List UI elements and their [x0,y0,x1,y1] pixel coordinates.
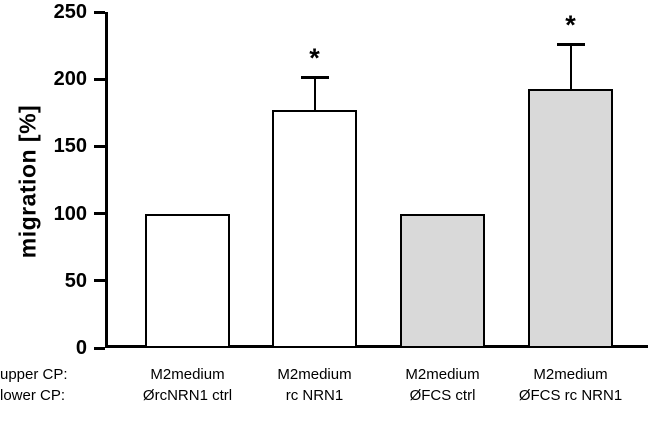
y-axis-line [105,12,108,348]
bar-2 [272,110,357,348]
x-axis-labels: upper CP: lower CP: M2medium ØrcNRN1 ctrl… [0,364,650,412]
axis-row-labels: upper CP: lower CP: [0,364,70,406]
category-label-4: M2medium ØFCS rc NRN1 [506,364,636,406]
y-tick-mark [94,10,105,14]
plot-area: 0 50 100 150 200 250 * * [54,1,648,359]
y-tick-mark [94,346,105,350]
y-tick-label: 0 [75,337,87,359]
category-label-2: M2medium rc NRN1 [250,364,380,406]
bar-4 [528,88,613,348]
error-bar-cap [300,75,329,79]
significance-asterisk: * [565,10,576,41]
upper-cp-row-label: upper CP: [0,366,68,383]
error-bar-cap [556,43,585,47]
category-upper-cp: M2medium [150,366,225,383]
lower-cp-row-label: lower CP: [0,387,66,404]
y-tick-label: 150 [53,135,87,158]
y-tick-mark [94,212,105,216]
y-tick-label: 50 [64,269,87,292]
bar-1 [145,213,230,348]
y-axis-title: migration [%] [14,104,41,259]
bar-3 [400,213,485,348]
category-lower-cp: rc NRN1 [285,387,344,404]
error-bar-line [313,76,316,111]
category-lower-cp: ØrcNRN1 ctrl [142,387,233,404]
x-axis-line [105,345,648,348]
y-tick-label: 200 [53,68,87,91]
y-tick-mark [94,279,105,283]
category-lower-cp: ØFCS ctrl [409,387,476,404]
category-upper-cp: M2medium [405,366,480,383]
y-tick-mark [94,77,105,81]
category-upper-cp: M2medium [533,366,608,383]
category-label-3: M2medium ØFCS ctrl [378,364,508,406]
y-tick-mark [94,144,105,148]
y-tick-label: 250 [53,1,87,23]
category-lower-cp: ØFCS rc NRN1 [518,387,623,404]
category-label-1: M2medium ØrcNRN1 ctrl [123,364,253,406]
y-tick-label: 100 [53,202,87,225]
category-upper-cp: M2medium [277,366,352,383]
error-bar-line [569,44,572,89]
significance-asterisk: * [309,42,320,73]
